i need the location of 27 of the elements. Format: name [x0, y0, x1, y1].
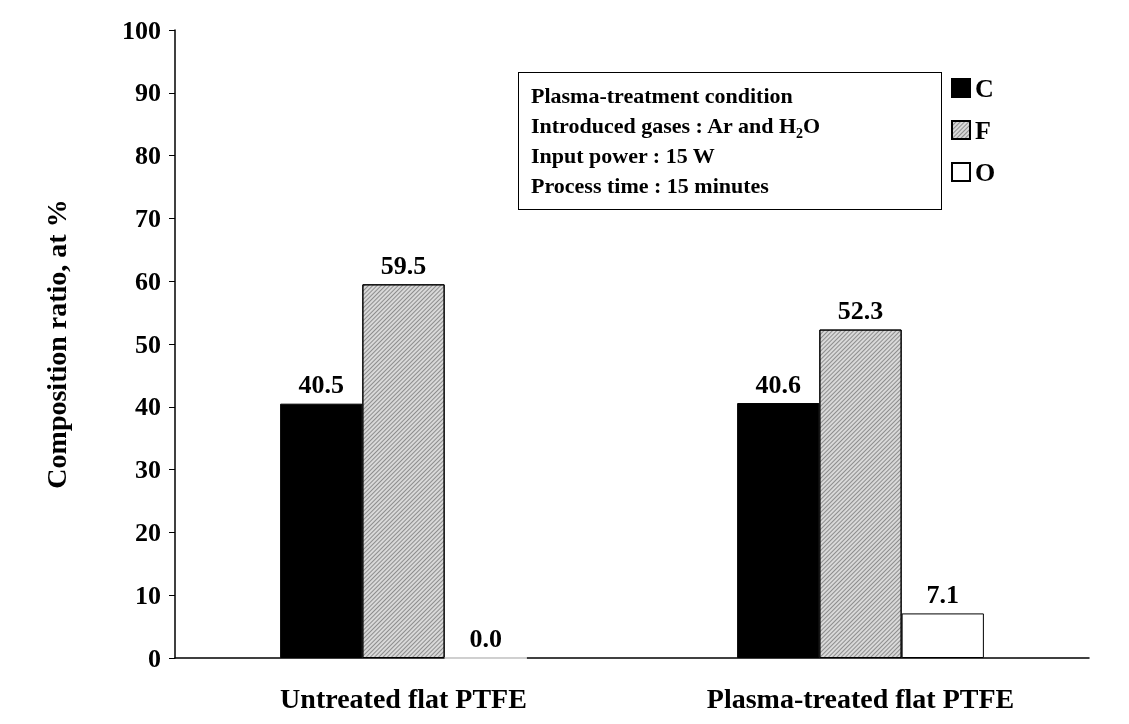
y-tick-label: 70	[135, 203, 161, 233]
data-label: 7.1	[926, 579, 960, 609]
y-tick-label: 40	[135, 392, 161, 422]
legend-label: F	[975, 115, 991, 145]
x-tick-label: Plasma-treated flat PTFE	[706, 682, 1015, 714]
legend-label: O	[975, 157, 996, 187]
data-label: 0.0	[469, 624, 503, 653]
data-label: 40.5	[298, 370, 344, 400]
annotation: Process time : 15 minutes	[531, 172, 770, 200]
y-tick-label: 20	[135, 517, 161, 547]
y-tick-label: 60	[135, 266, 161, 296]
y-axis-title: Composition ratio, at %	[40, 199, 72, 489]
y-tick-label: 10	[135, 580, 161, 610]
y-tick-label: 90	[135, 78, 161, 108]
data-label: 40.6	[755, 369, 801, 399]
x-tick-label: Untreated flat PTFE	[280, 682, 527, 714]
y-tick-label: 80	[135, 141, 161, 171]
y-tick-label: 30	[135, 455, 161, 485]
y-tick-label: 50	[135, 329, 161, 359]
y-tick-label: 0	[148, 643, 161, 673]
data-label: 59.5	[380, 250, 427, 280]
data-label: 52.3	[837, 296, 884, 326]
annotation: Input power : 15 W	[531, 142, 716, 170]
annotation: Introduced gases : Ar and H$_{2}$O	[531, 112, 822, 142]
annotation: Plasma-treatment condition	[531, 82, 794, 110]
legend-label: C	[975, 73, 994, 103]
y-tick-label: 100	[122, 15, 161, 45]
